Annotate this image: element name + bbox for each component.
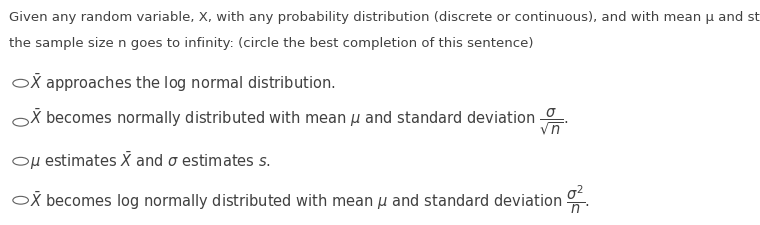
Text: $\bar{X}$ becomes log normally distributed with mean $\mu$ and standard deviatio: $\bar{X}$ becomes log normally distribut… xyxy=(30,184,591,216)
Text: the sample size n goes to infinity: (circle the best completion of this sentence: the sample size n goes to infinity: (cir… xyxy=(9,37,534,50)
Text: $\bar{X}$ approaches the log normal distribution.: $\bar{X}$ approaches the log normal dist… xyxy=(30,72,336,94)
Text: $\bar{X}$ becomes normally distributed with mean $\mu$ and standard deviation $\: $\bar{X}$ becomes normally distributed w… xyxy=(30,107,568,137)
Text: Given any random variable, X, with any probability distribution (discrete or con: Given any random variable, X, with any p… xyxy=(9,11,760,24)
Text: $\mu$ estimates $\bar{X}$ and $\sigma$ estimates $s$.: $\mu$ estimates $\bar{X}$ and $\sigma$ e… xyxy=(30,150,271,172)
